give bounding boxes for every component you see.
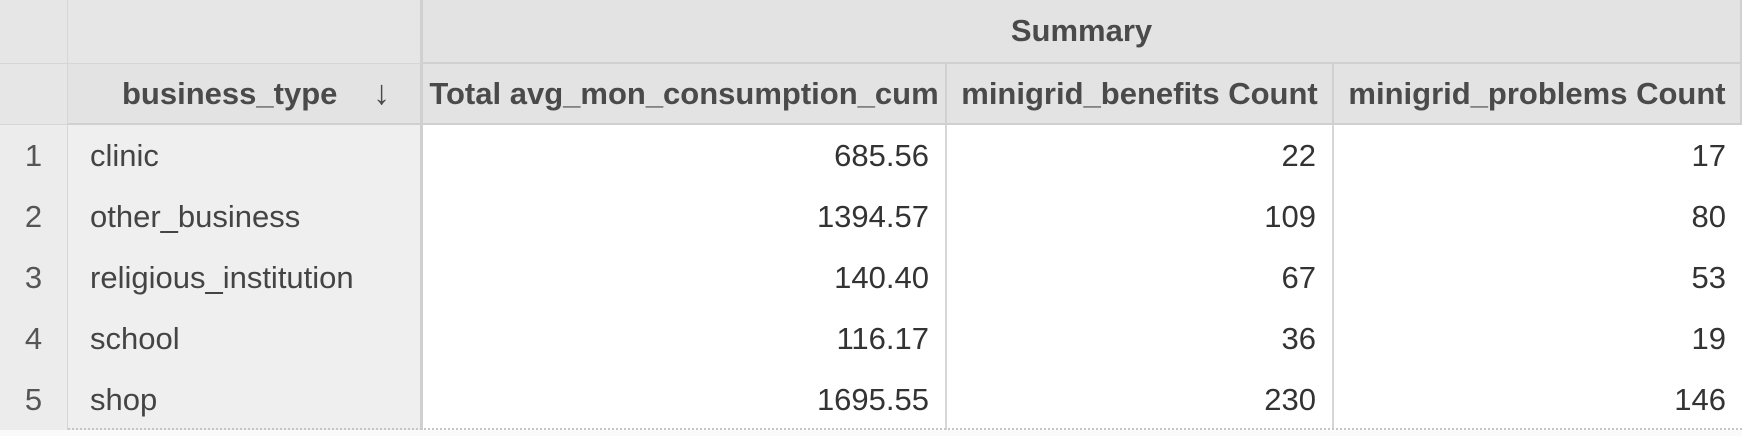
cell-consumption[interactable]: 116.17 bbox=[423, 308, 947, 369]
row-header-business-type[interactable]: religious_institution bbox=[68, 247, 423, 308]
row-header-business-type[interactable]: school bbox=[68, 308, 423, 369]
column-header-benefits[interactable]: minigrid_benefits Count bbox=[947, 64, 1334, 125]
sort-descending-icon[interactable]: ↓ bbox=[373, 74, 390, 112]
column-header-label: minigrid_problems Count bbox=[1348, 75, 1726, 111]
cell-problems-count[interactable]: 53 bbox=[1334, 247, 1742, 308]
cell-problems-count[interactable]: 19 bbox=[1334, 308, 1742, 369]
cell-benefits-count[interactable]: 22 bbox=[947, 125, 1334, 186]
corner-cell bbox=[0, 0, 68, 64]
summary-label: Summary bbox=[1010, 13, 1153, 48]
row-number[interactable]: 4 bbox=[0, 308, 68, 369]
column-header-label: Total avg_mon_consumption_cum bbox=[429, 75, 939, 111]
cell-consumption[interactable]: 1394.57 bbox=[423, 186, 947, 247]
cell-problems-count[interactable]: 80 bbox=[1334, 186, 1742, 247]
summary-group-header[interactable]: Summary bbox=[423, 0, 1742, 64]
cell-problems-count[interactable]: 146 bbox=[1334, 369, 1742, 430]
cell-consumption[interactable]: 1695.55 bbox=[423, 369, 947, 430]
cell-benefits-count[interactable]: 109 bbox=[947, 186, 1334, 247]
cell-benefits-count[interactable]: 36 bbox=[947, 308, 1334, 369]
column-header-label: minigrid_benefits Count bbox=[961, 75, 1318, 111]
column-header-consumption[interactable]: Total avg_mon_consumption_cum bbox=[423, 64, 947, 125]
cell-consumption[interactable]: 140.40 bbox=[423, 247, 947, 308]
business-type-header-label: business_type bbox=[122, 75, 338, 111]
row-number[interactable]: 5 bbox=[0, 369, 68, 430]
cell-problems-count[interactable]: 17 bbox=[1334, 125, 1742, 186]
row-header-business-type[interactable]: clinic bbox=[68, 125, 423, 186]
row-header-top-cell bbox=[68, 0, 423, 64]
table-bottom-border bbox=[68, 428, 1742, 430]
row-number[interactable]: 2 bbox=[0, 186, 68, 247]
row-header-business-type[interactable]: other_business bbox=[68, 186, 423, 247]
cell-benefits-count[interactable]: 230 bbox=[947, 369, 1334, 430]
row-number[interactable]: 3 bbox=[0, 247, 68, 308]
rownum-header-cell bbox=[0, 64, 68, 125]
column-header-problems[interactable]: minigrid_problems Count bbox=[1334, 64, 1742, 125]
cell-benefits-count[interactable]: 67 bbox=[947, 247, 1334, 308]
business-type-header[interactable]: business_type ↓ bbox=[68, 64, 423, 125]
row-number[interactable]: 1 bbox=[0, 125, 68, 186]
row-header-business-type[interactable]: shop bbox=[68, 369, 423, 430]
cell-consumption[interactable]: 685.56 bbox=[423, 125, 947, 186]
